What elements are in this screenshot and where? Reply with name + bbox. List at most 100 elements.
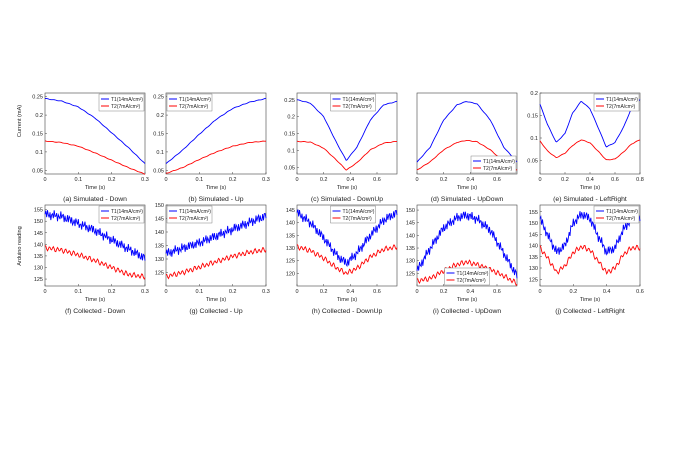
y-tick-label: 0.05	[527, 159, 538, 165]
chart-panel: 0 0.1 0.2 0.3 0.05 0.1 0.15 0.2 0.25 Time (s) (a) …	[32, 92, 149, 203]
legend-entry: T2(7mA/cm²)	[111, 216, 141, 222]
x-tick-label: 0	[295, 177, 298, 183]
x-axis-label: Time (s)	[457, 297, 477, 303]
legend-entry: T1(14mA/cm²)	[483, 159, 515, 165]
x-tick-label: 0.2	[561, 177, 569, 183]
legend: T1(14mA/cm²)T2(7mA/cm²)	[166, 93, 213, 112]
legend-box	[98, 93, 145, 112]
y-tick-label: 0.05	[32, 168, 43, 174]
y-tick-label: 155	[529, 210, 538, 216]
x-tick-label: 0.2	[108, 289, 116, 295]
y-tick-label: 150	[34, 219, 43, 225]
y-axis-label-simulated: Current (mA)	[17, 105, 23, 137]
x-tick-label: 0.4	[586, 177, 594, 183]
legend: T1(14mA/cm²)T2(7mA/cm²)	[166, 205, 213, 224]
y-tick-label: 0.1	[287, 148, 295, 154]
legend-entry: T1(14mA/cm²)	[179, 209, 211, 215]
y-tick-label: 140	[286, 221, 295, 227]
series-line	[296, 209, 398, 268]
series-line	[296, 99, 398, 161]
x-axis-label: Time (s)	[337, 185, 357, 191]
x-axis-label: Time (s)	[457, 185, 477, 191]
legend-entry: T1(14mA/cm²)	[111, 209, 143, 215]
x-axis-label: Time (s)	[580, 297, 600, 303]
panel-caption: (f) Collected - Down	[65, 308, 125, 315]
x-tick-label: 0	[415, 289, 418, 295]
x-tick-label: 0.4	[467, 177, 475, 183]
x-tick-label: 0	[295, 289, 298, 295]
series-line	[165, 247, 267, 280]
y-tick-label: 125	[34, 277, 43, 283]
x-tick-label: 0	[538, 289, 541, 295]
legend-box	[330, 205, 376, 224]
series-line	[165, 140, 267, 174]
x-tick-label: 0.8	[636, 177, 644, 183]
legend: T1(14mA/cm²)T2(7mA/cm²)	[470, 155, 517, 174]
y-tick-label: 150	[529, 221, 538, 227]
series-line	[44, 140, 146, 175]
series-line	[296, 140, 397, 171]
legend-box	[166, 93, 213, 112]
y-tick-label: 0.15	[527, 114, 538, 120]
y-tick-label: 145	[529, 232, 538, 238]
x-tick-label: 0.2	[440, 289, 448, 295]
panel-caption: (g) Collected - Up	[189, 308, 242, 315]
x-tick-label: 0.6	[611, 177, 619, 183]
series-line	[539, 244, 641, 275]
panel-caption: (d) Simulated - UpDown	[431, 196, 504, 203]
y-tick-label: 130	[286, 246, 295, 252]
legend-box	[593, 205, 640, 224]
legend-entry: T2(7mA/cm²)	[179, 216, 209, 222]
y-tick-label: 130	[155, 257, 164, 263]
y-tick-label: 0.1	[530, 136, 538, 142]
series-line	[44, 210, 146, 261]
legend-box	[444, 267, 490, 286]
panel-caption: (i) Collected - UpDown	[433, 308, 502, 315]
series-line	[416, 101, 518, 163]
panel-caption: (j) Collected - LeftRight	[555, 308, 625, 315]
legend-box	[470, 155, 517, 174]
chart-panel: 0 0.2 0.4 0.6 125 130 135 140 145 150 155 Time (s) (…	[529, 204, 644, 315]
legend: T1(14mA/cm²)T2(7mA/cm²)	[444, 267, 490, 286]
series-line	[44, 245, 146, 280]
x-tick-label: 0.6	[493, 177, 501, 183]
y-tick-label: 130	[34, 265, 43, 271]
legend-entry: T1(14mA/cm²)	[179, 97, 211, 103]
y-tick-label: 0.1	[35, 150, 43, 156]
x-tick-label: 0	[43, 289, 46, 295]
y-tick-label: 135	[34, 254, 43, 260]
y-tick-label: 140	[155, 230, 164, 236]
y-tick-label: 130	[406, 259, 415, 265]
chart-panel: 0 0.1 0.2 0.3 125 130 135 140 145 150 155 Time (s) (…	[34, 204, 149, 315]
y-tick-label: 135	[529, 255, 538, 261]
chart-panel: 0 0.1 0.2 0.3 125 130 135 140 145 150 Time (s) (g) …	[155, 203, 270, 315]
chart-panel: 0 0.2 0.4 0.6 120 125 130 135 140 145 Time (s) (h) …	[286, 204, 398, 315]
y-tick-label: 125	[155, 271, 164, 277]
series-line	[539, 211, 641, 256]
y-tick-label: 0.05	[153, 168, 164, 174]
y-tick-label: 120	[286, 271, 295, 277]
legend-entry: T2(7mA/cm²)	[606, 104, 636, 110]
legend: T1(14mA/cm²)T2(7mA/cm²)	[330, 205, 376, 224]
series-line	[296, 244, 398, 275]
y-tick-label: 130	[529, 266, 538, 272]
x-tick-label: 0.2	[570, 289, 578, 295]
x-tick-label: 0.6	[493, 289, 501, 295]
x-tick-label: 0.2	[320, 177, 328, 183]
chart-panel: 0 0.2 0.4 0.6 0.8 0.05 0.1 0.15 0.2 Time (s) (e) S…	[527, 91, 644, 203]
y-tick-label: 145	[406, 221, 415, 227]
series-line	[165, 213, 267, 257]
x-tick-label: 0	[538, 177, 541, 183]
x-tick-label: 0	[164, 289, 167, 295]
chart-panel: 0 0.2 0.4 0.6 125 130 135 140 145 150 Time (s) (i) …	[406, 204, 518, 315]
legend-box	[166, 205, 213, 224]
y-tick-label: 0.25	[153, 95, 164, 101]
series-line	[44, 98, 146, 164]
legend-entry: T2(7mA/cm²)	[343, 216, 373, 222]
y-axis-label-collected: Arduino reading	[17, 226, 23, 266]
legend-entry: T1(14mA/cm²)	[343, 209, 375, 215]
panel-caption: (h) Collected - DownUp	[312, 308, 383, 315]
y-tick-label: 145	[34, 231, 43, 237]
series-line	[165, 97, 267, 165]
x-axis-label: Time (s)	[85, 185, 105, 191]
